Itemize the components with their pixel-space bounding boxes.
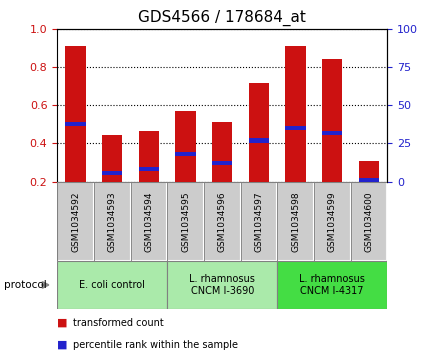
Text: L. rhamnosus
CNCM I-3690: L. rhamnosus CNCM I-3690	[189, 274, 255, 296]
Bar	[314, 182, 351, 261]
Bar	[204, 182, 241, 261]
Bar	[139, 167, 159, 171]
Bar	[102, 135, 122, 182]
Bar	[139, 131, 159, 182]
Bar	[277, 261, 387, 309]
Text: GSM1034597: GSM1034597	[254, 191, 264, 252]
Bar	[286, 126, 306, 130]
Bar	[57, 182, 94, 261]
Text: ■: ■	[57, 340, 68, 350]
Bar	[94, 182, 131, 261]
Bar	[94, 182, 131, 261]
Text: GSM1034598: GSM1034598	[291, 191, 300, 252]
Bar	[277, 182, 314, 261]
Bar	[131, 182, 167, 261]
Bar	[314, 182, 351, 261]
Text: protocol: protocol	[4, 280, 47, 290]
Text: transformed count: transformed count	[73, 318, 163, 328]
Text: E. coli control: E. coli control	[79, 280, 145, 290]
Text: GSM1034599: GSM1034599	[328, 191, 337, 252]
Bar	[131, 182, 167, 261]
Bar	[241, 182, 277, 261]
Bar	[351, 182, 387, 261]
Text: ■: ■	[57, 318, 68, 328]
Bar	[212, 161, 232, 166]
Text: L. rhamnosus
CNCM I-4317: L. rhamnosus CNCM I-4317	[299, 274, 365, 296]
Bar	[241, 182, 277, 261]
Text: GSM1034592: GSM1034592	[71, 191, 80, 252]
Bar	[249, 138, 269, 143]
Bar	[66, 46, 86, 182]
Bar	[249, 83, 269, 182]
Bar	[212, 122, 232, 182]
Bar	[167, 261, 277, 309]
Text: GSM1034594: GSM1034594	[144, 191, 154, 252]
Bar	[351, 182, 387, 261]
Text: GSM1034600: GSM1034600	[364, 191, 374, 252]
Bar	[286, 46, 306, 182]
Text: GSM1034595: GSM1034595	[181, 191, 190, 252]
Bar	[176, 152, 196, 156]
Title: GDS4566 / 178684_at: GDS4566 / 178684_at	[138, 10, 306, 26]
Bar	[102, 171, 122, 175]
Bar	[176, 111, 196, 182]
Bar	[359, 162, 379, 182]
Bar	[322, 131, 342, 135]
Text: percentile rank within the sample: percentile rank within the sample	[73, 340, 238, 350]
Bar	[322, 58, 342, 182]
Bar	[167, 182, 204, 261]
Text: GSM1034593: GSM1034593	[108, 191, 117, 252]
Bar	[359, 179, 379, 183]
Bar	[66, 122, 86, 126]
Bar	[57, 182, 94, 261]
Bar	[204, 182, 241, 261]
Bar	[57, 261, 167, 309]
Bar	[167, 182, 204, 261]
Text: GSM1034596: GSM1034596	[218, 191, 227, 252]
Bar	[277, 182, 314, 261]
